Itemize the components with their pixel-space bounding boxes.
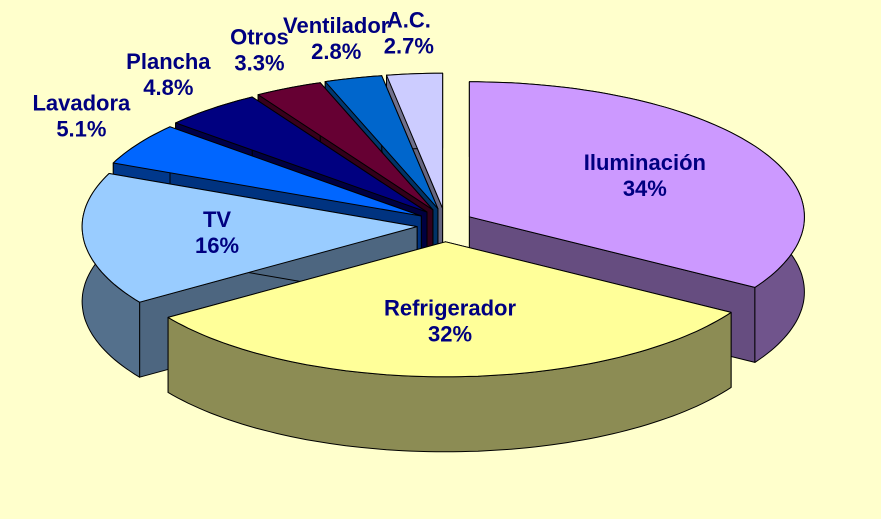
- slice-top: [257, 82, 434, 211]
- data-label-name: Lavadora: [32, 90, 131, 115]
- slice-top: [175, 96, 428, 213]
- data-label-value: 2.8%: [311, 39, 361, 64]
- data-label-name: Iluminación: [584, 150, 706, 175]
- data-label-name: Refrigerador: [384, 296, 516, 321]
- slice-top: [112, 126, 422, 217]
- data-label-value: 4.8%: [143, 75, 193, 100]
- data-label-value: 3.3%: [234, 51, 284, 76]
- slice-top: [468, 81, 805, 288]
- data-label-name: Ventilador: [283, 13, 390, 38]
- data-label-name: TV: [203, 207, 231, 232]
- slice: [167, 241, 732, 453]
- data-label-value: 2.7%: [384, 34, 434, 59]
- slice-top: [324, 75, 439, 210]
- data-label-value: 34%: [623, 176, 667, 201]
- data-label-value: 32%: [428, 322, 472, 347]
- data-label-value: 16%: [195, 233, 239, 258]
- slice-top: [386, 72, 444, 209]
- data-label-name: Otros: [230, 25, 289, 50]
- slice-top: [167, 241, 732, 378]
- data-label-name: A.C.: [387, 8, 431, 33]
- data-label-name: Plancha: [126, 49, 211, 74]
- data-label-value: 5.1%: [56, 116, 106, 141]
- slice-top: [81, 173, 418, 303]
